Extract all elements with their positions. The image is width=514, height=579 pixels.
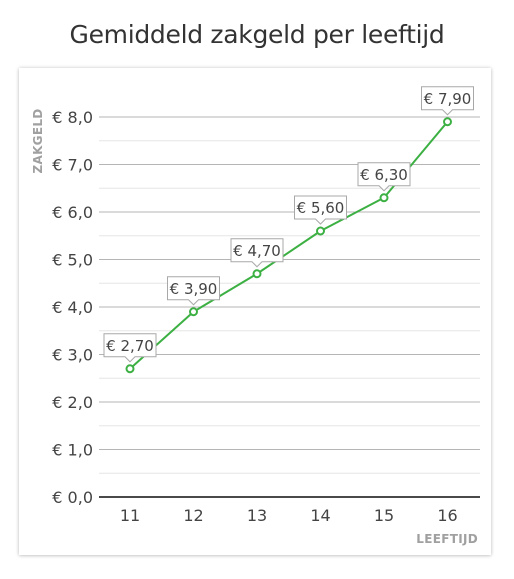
y-tick-label: € 5,0 bbox=[52, 251, 93, 270]
data-label-text: € 2,70 bbox=[106, 337, 154, 355]
data-label-box bbox=[357, 162, 411, 192]
y-tick-label: € 1,0 bbox=[52, 441, 93, 460]
data-label: € 4,70 bbox=[230, 238, 284, 268]
y-axis-tick-labels: € 0,0 € 1,0 € 2,0 € 3,0 € 4,0 € 5,0 € 6,0 € 7,0… bbox=[52, 108, 93, 507]
data-label-text: € 6,30 bbox=[360, 166, 408, 184]
data-label: € 6,30 bbox=[357, 162, 411, 192]
series-line bbox=[129, 121, 449, 370]
data-label: € 3,90 bbox=[167, 276, 220, 306]
y-tick-label: € 4,0 bbox=[52, 298, 93, 317]
x-axis-tick-labels: 11 12 13 14 15 16 bbox=[120, 506, 458, 525]
data-label-box bbox=[230, 238, 284, 268]
line-chart: € 0,0 € 1,0 € 2,0 € 3,0 € 4,0 € 5,0 € 6,0 € 7,0… bbox=[31, 86, 480, 546]
data-point[interactable] bbox=[125, 364, 135, 374]
x-tick-label: 13 bbox=[247, 506, 267, 525]
y-tick-label: € 6,0 bbox=[52, 203, 93, 222]
x-tick-label: 14 bbox=[310, 506, 330, 525]
y-tick-label: € 2,0 bbox=[52, 393, 93, 412]
grid-lines bbox=[99, 116, 480, 498]
chart-card: € 0,0 € 1,0 € 2,0 € 3,0 € 4,0 € 5,0 € 6,0 € 7,0… bbox=[19, 68, 491, 555]
data-label-box bbox=[103, 333, 157, 363]
data-point[interactable] bbox=[443, 117, 452, 127]
data-label-text: € 7,90 bbox=[424, 90, 472, 108]
x-tick-label: 15 bbox=[374, 506, 394, 525]
series-layer bbox=[125, 117, 452, 374]
data-label-text: € 4,70 bbox=[233, 242, 281, 260]
data-point[interactable] bbox=[252, 269, 262, 279]
y-axis-title: ZAKGELD bbox=[31, 108, 45, 173]
data-label: € 7,90 bbox=[421, 86, 474, 116]
x-tick-label: 11 bbox=[120, 506, 140, 525]
data-label-box bbox=[167, 276, 220, 306]
data-labels: € 2,70 € 3,90 € 4,70 € 5,60 € 6,30 € 7,90 bbox=[103, 86, 474, 363]
x-tick-label: 16 bbox=[437, 506, 457, 525]
x-axis-title: LEEFTIJD bbox=[416, 532, 478, 546]
y-tick-label: € 7,0 bbox=[52, 156, 93, 175]
y-tick-label: € 8,0 bbox=[52, 108, 93, 127]
data-point[interactable] bbox=[189, 307, 198, 317]
y-tick-label: € 0,0 bbox=[52, 488, 93, 507]
data-label-text: € 5,60 bbox=[297, 199, 345, 217]
data-label-box bbox=[294, 195, 347, 225]
data-point[interactable] bbox=[379, 193, 389, 203]
y-tick-label: € 3,0 bbox=[52, 346, 93, 365]
data-label: € 2,70 bbox=[103, 333, 157, 363]
data-label-box bbox=[421, 86, 474, 116]
data-label-text: € 3,90 bbox=[170, 280, 218, 298]
x-tick-label: 12 bbox=[183, 506, 203, 525]
data-label: € 5,60 bbox=[294, 195, 347, 225]
page-title: Gemiddeld zakgeld per leeftijd bbox=[69, 20, 445, 49]
data-point[interactable] bbox=[316, 226, 325, 236]
